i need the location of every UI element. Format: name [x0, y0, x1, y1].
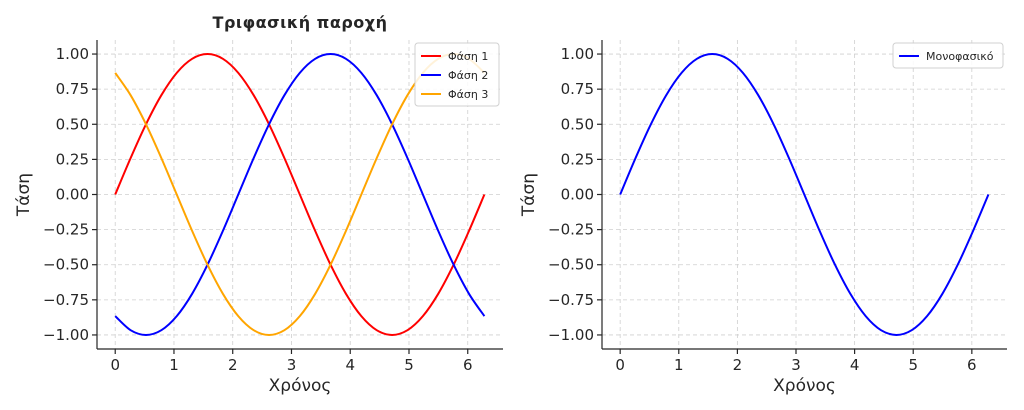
chart-0-x-tick-label: 4 [345, 356, 355, 374]
chart-0-x-tick-label: 6 [463, 356, 473, 374]
chart-0-x-tick-label: 3 [287, 356, 297, 374]
chart-0-legend-label-3: Φάση 3 [448, 88, 488, 101]
chart-0-x-tick-label: 5 [404, 356, 414, 374]
chart-0-y-tick-label: 1.00 [56, 45, 89, 63]
chart-1-x-tick-label: 5 [908, 356, 918, 374]
chart-0-y-tick-label: 0.50 [56, 115, 89, 133]
single-phase-chart: 0 1 2 3 4 5 6 −1.00 −0.75 −0.50 −0.25 0.00 0.25 0.50 0… [519, 40, 1007, 396]
chart-1-legend-label-1: Μονοφασικό [926, 50, 994, 63]
chart-1-x-tick-label: 2 [733, 356, 743, 374]
chart-0-series-line-2 [114, 53, 486, 336]
chart-1-y-tick-label: 0.75 [561, 80, 594, 98]
chart-1-legend-box [892, 42, 1004, 69]
chart-0-y-tick-label: 0.25 [56, 150, 89, 168]
chart-1-y-tick-label: 1.00 [561, 45, 594, 63]
chart-0-y-tick-label: −0.25 [43, 221, 89, 239]
chart-0-y-tick-label: 0.75 [56, 80, 89, 98]
chart-0-x-tick-label: 1 [169, 356, 179, 374]
chart-1-x-tick-label: 6 [967, 356, 977, 374]
chart-0-y-tick-label: −0.50 [43, 256, 89, 274]
chart-1-x-tick-label: 1 [674, 356, 684, 374]
chart-0-legend-label-1: Φάση 1 [448, 50, 488, 63]
chart-1-y-tick-label: −0.50 [548, 256, 594, 274]
chart-0-y-tick-label: −1.00 [43, 326, 89, 344]
chart-0-y-axis-label: Τάση [14, 173, 34, 217]
chart-1-series-line-1 [619, 53, 990, 336]
chart-1-y-tick-label: −0.25 [548, 221, 594, 239]
chart-0-x-tick-label: 0 [110, 356, 120, 374]
chart-1-x-tick-label: 0 [615, 356, 625, 374]
chart-1-x-axis-label: Χρόνος [773, 376, 836, 396]
chart-0-x-tick-label: 2 [228, 356, 238, 374]
chart-1-y-tick-label: −1.00 [548, 326, 594, 344]
chart-1-y-axis-label: Τάση [519, 173, 539, 217]
chart-1-x-tick-label: 4 [850, 356, 860, 374]
chart-0-legend-box [414, 42, 500, 107]
chart-1-y-tick-label: 0.50 [561, 115, 594, 133]
chart-0-legend: Φάση 1 Φάση 2 Φάση 3 [414, 42, 500, 107]
chart-0-x-axis-label: Χρόνος [269, 376, 332, 396]
chart-1-y-tick-label: 0.25 [561, 150, 594, 168]
chart-1-y-tick-label: 0.00 [561, 186, 594, 204]
chart-1-x-tick-label: 3 [791, 356, 801, 374]
chart-0-legend-label-2: Φάση 2 [448, 69, 488, 82]
chart-1-y-tick-label: −0.75 [548, 291, 594, 309]
chart-0-y-tick-label: −0.75 [43, 291, 89, 309]
three-phase-chart: 0 1 2 3 4 5 6 −1.00 −0.75 −0.50 −0.25 0.00 0.25 0.50 0… [14, 13, 503, 396]
chart-1-legend: Μονοφασικό [892, 42, 1004, 69]
chart-0-series-line-1 [114, 53, 486, 336]
chart-0-y-tick-label: 0.00 [56, 186, 89, 204]
chart-0-title: Τριφασική παροχή [213, 13, 388, 32]
